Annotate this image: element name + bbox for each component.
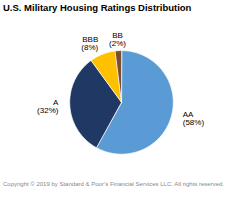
html-text:U.S. Military Housing Ratings: U.S. Military Housing Ratings Distributi… <box>3 2 192 13</box>
svg-text:A(32%): A(32%) <box>37 98 59 115</box>
svg-text:BBB(8%): BBB(8%) <box>81 35 98 52</box>
svg-text:AA(58%): AA(58%) <box>183 110 205 127</box>
svg-text:BB(2%): BB(2%) <box>109 31 126 48</box>
html-text:Copyright © 2019 by Standard &: Copyright © 2019 by Standard & Poor’s Fi… <box>3 181 224 187</box>
